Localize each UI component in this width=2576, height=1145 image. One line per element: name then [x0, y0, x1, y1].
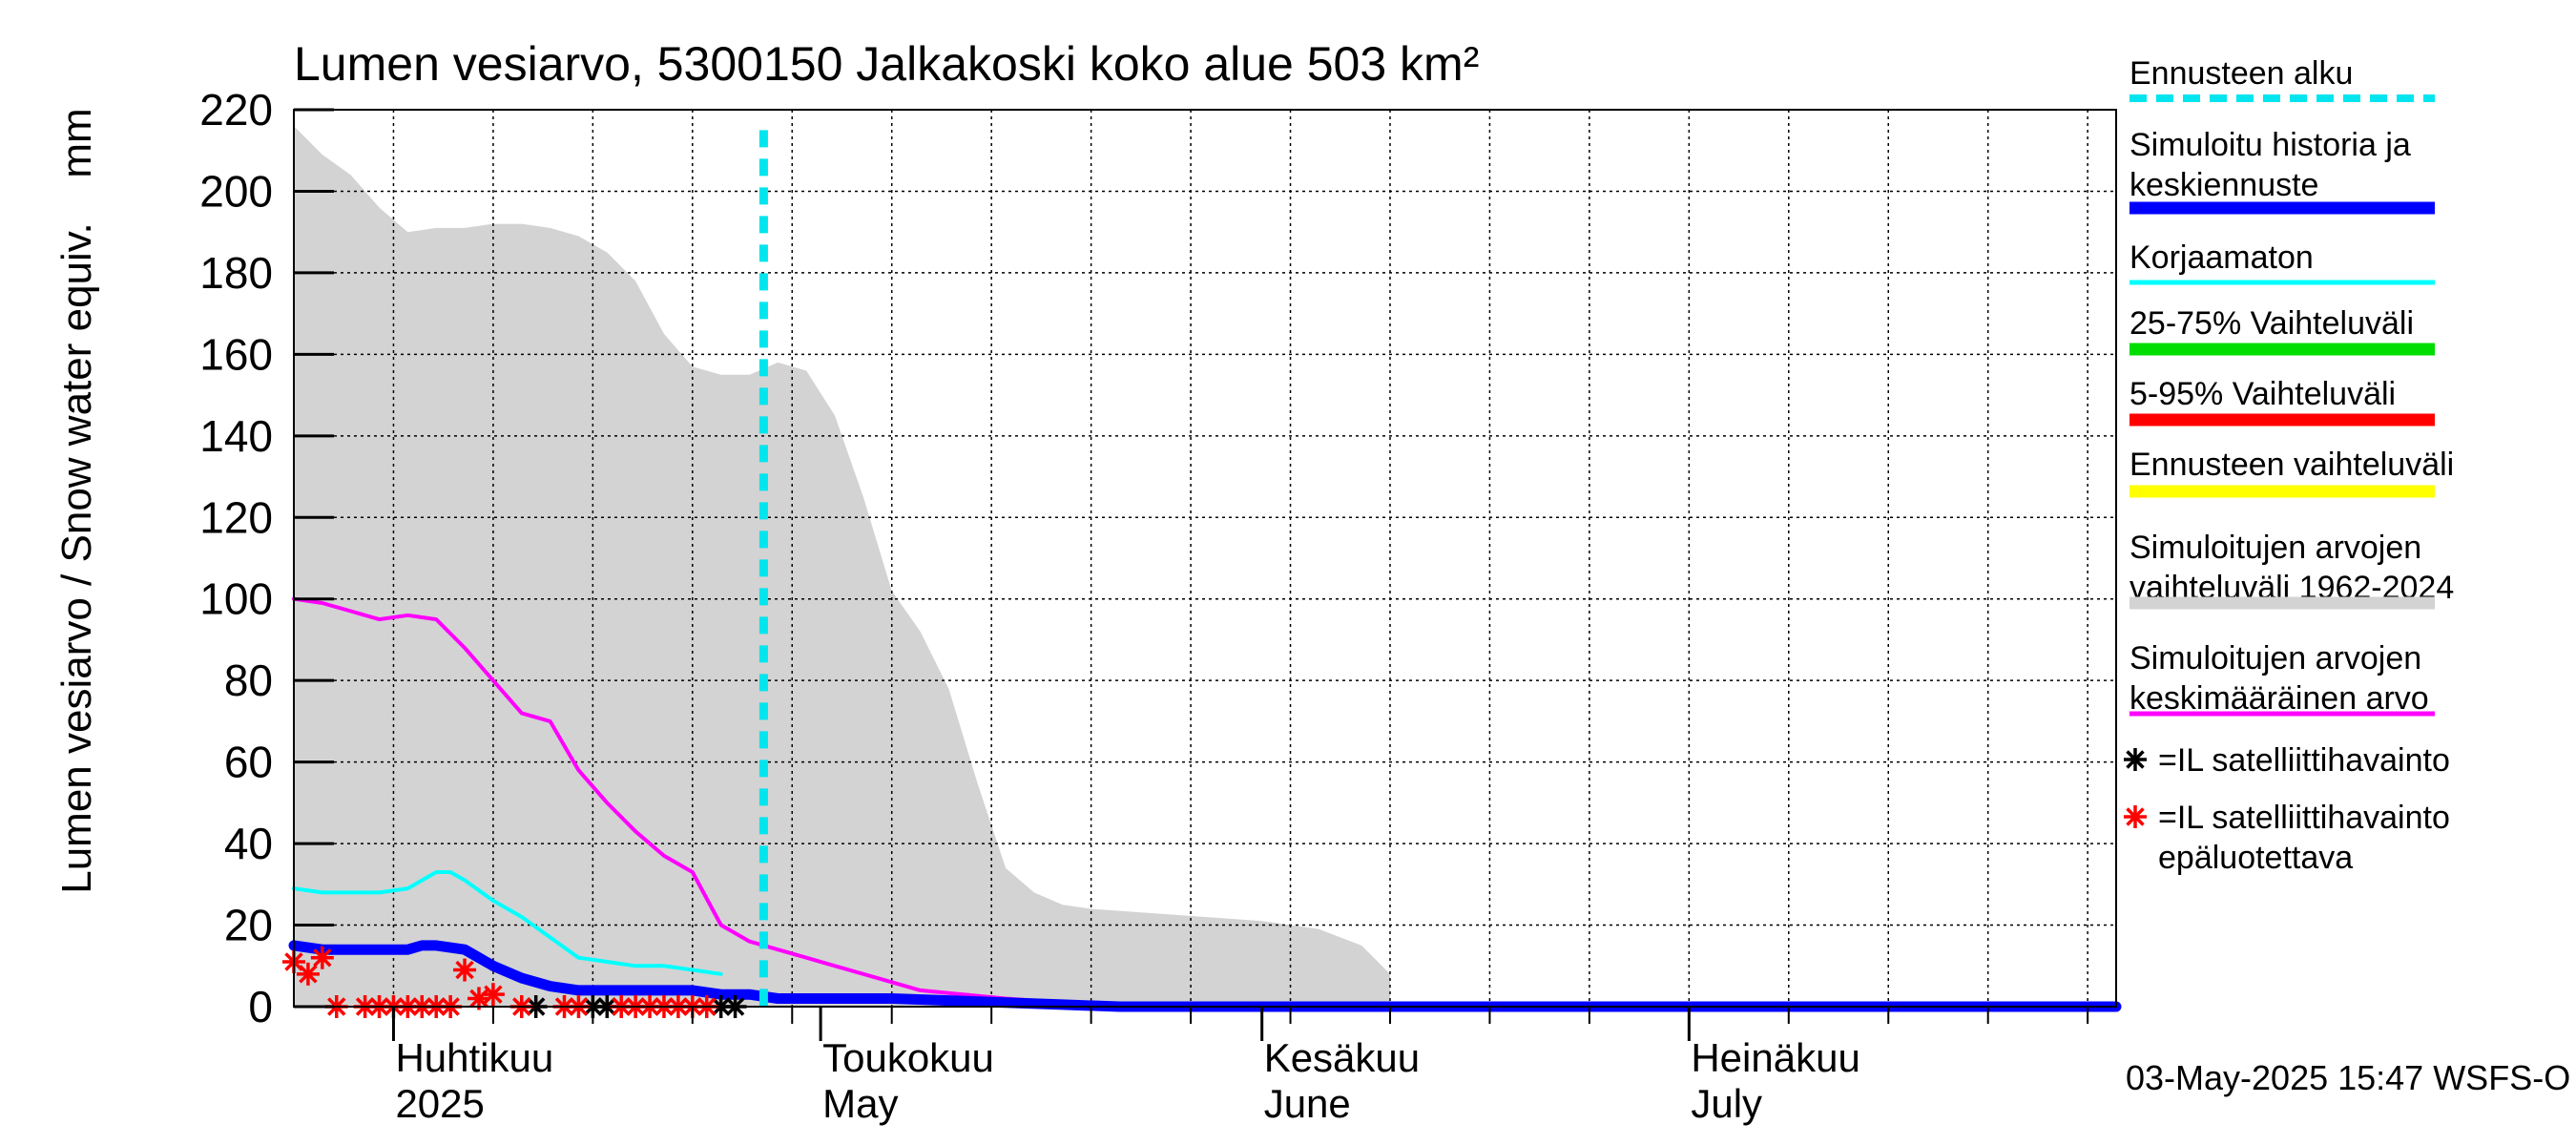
- series-line: [288, 940, 2122, 1012]
- marker-stroke: [455, 960, 474, 980]
- legend: Ennusteen alku Simuloitu historia ja keski…: [2124, 55, 2454, 876]
- legend-label: Simuloitu historia ja: [2129, 127, 2411, 163]
- range-band-layer: [294, 126, 1390, 1008]
- legend-label: epäluotettava: [2158, 840, 2353, 876]
- y-tick-label: 160: [199, 329, 273, 379]
- y-tick-label: 20: [224, 901, 273, 950]
- series-lines-layer: [288, 596, 2122, 1012]
- x-month-label: Toukokuu: [822, 1035, 994, 1080]
- y-tick-label: 60: [224, 738, 273, 787]
- series-range-band: [294, 126, 1390, 1008]
- marker-stroke: [313, 948, 332, 968]
- axes-layer: 0 20 40 60 80 100 120 140 160 180 200 220 Huhtikuu20…: [199, 85, 2089, 1126]
- marker-stroke: [484, 985, 503, 1004]
- x-month-label: Huhtikuu: [395, 1035, 553, 1080]
- x-month-label: Kesäkuu: [1264, 1035, 1420, 1080]
- y-tick-label: 180: [199, 248, 273, 298]
- y-tick-label: 40: [224, 819, 273, 868]
- legend-label: =IL satelliittihavainto: [2158, 742, 2450, 779]
- plot-frame-layer: [293, 109, 2117, 1008]
- y-axis-unit: mm: [53, 108, 100, 177]
- x-month-label: Heinäkuu: [1691, 1035, 1859, 1080]
- timestamp-footer: 03-May-2025 15:47 WSFS-O: [2126, 1058, 2570, 1097]
- legend-label: =IL satelliittihavainto: [2158, 800, 2450, 836]
- legend-label: Ennusteen vaihteluväli: [2129, 447, 2454, 483]
- y-tick-label: 120: [199, 492, 273, 542]
- legend-label: Simuloitujen arvojen: [2129, 530, 2421, 566]
- chart-title: Lumen vesiarvo, 5300150 Jalkakoski koko …: [294, 37, 1479, 91]
- marker-point: [310, 946, 334, 969]
- marker-point: [481, 983, 505, 1007]
- x-month-label-en: July: [1691, 1081, 1762, 1126]
- legend-label: keskimääräinen arvo: [2129, 680, 2429, 717]
- y-tick-label: 200: [199, 166, 273, 216]
- legend-label: Ennusteen alku: [2129, 55, 2353, 92]
- y-tick-label: 80: [224, 656, 273, 705]
- grid-layer: [294, 109, 2116, 1008]
- series-line: [292, 870, 723, 976]
- y-tick-label: 140: [199, 411, 273, 461]
- x-month-label-en: May: [822, 1081, 898, 1126]
- legend-label: 5-95% Vaihteluväli: [2129, 376, 2396, 412]
- series-line: [292, 596, 2118, 1009]
- x-month-label-en: June: [1264, 1081, 1351, 1126]
- y-axis-label: Lumen vesiarvo / Snow water equiv.: [53, 222, 100, 894]
- marker-point: [296, 962, 320, 986]
- y-tick-label: 100: [199, 574, 273, 624]
- y-tick-label: 0: [248, 982, 273, 1031]
- marker-stroke: [299, 965, 318, 984]
- marker-point: [453, 958, 477, 982]
- legend-label: 25-75% Vaihteluväli: [2129, 305, 2414, 342]
- plot-frame: [293, 109, 2117, 1008]
- legend-marker: [2124, 748, 2147, 771]
- x-month-label-en: 2025: [395, 1081, 484, 1126]
- legend-label: Korjaamaton: [2129, 239, 2314, 276]
- legend-label: Simuloitujen arvojen: [2129, 640, 2421, 677]
- y-tick-label: 220: [199, 85, 273, 135]
- marker-stroke: [2126, 807, 2145, 826]
- marker-stroke: [2126, 750, 2145, 769]
- legend-marker: [2124, 805, 2147, 828]
- legend-label: keskiennuste: [2129, 167, 2318, 203]
